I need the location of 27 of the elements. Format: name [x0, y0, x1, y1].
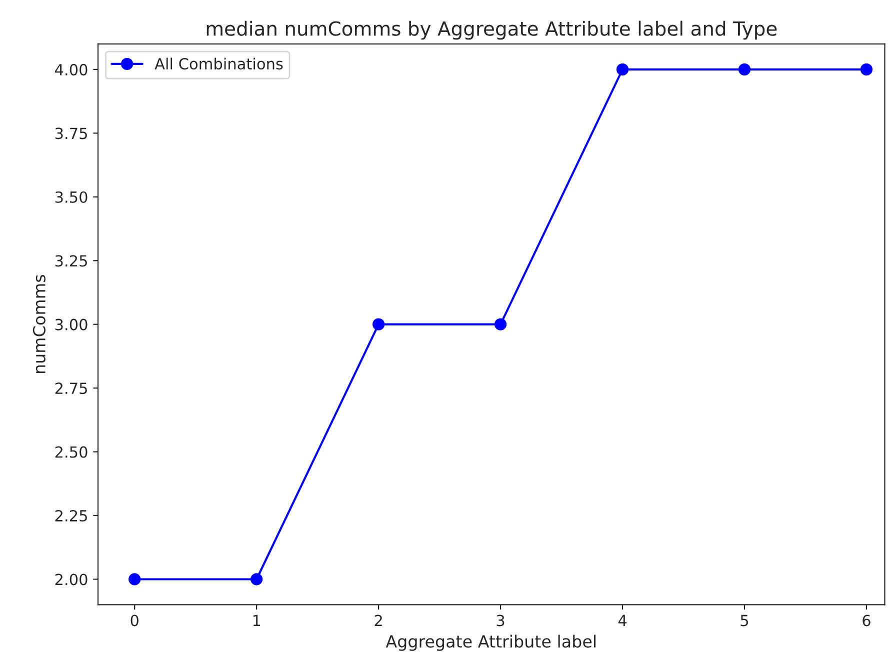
y-tick-label: 3.25 — [55, 255, 87, 267]
x-tick-label: 3 — [496, 614, 504, 626]
point — [860, 63, 873, 76]
point — [616, 63, 629, 76]
x-tick-label: 0 — [130, 614, 138, 626]
y-tick-label: 2.75 — [55, 382, 87, 394]
point — [372, 318, 385, 330]
y-tick-label: 3.50 — [55, 191, 88, 203]
chart-title: median numComms by Aggregate Attribute label and Type — [206, 20, 777, 40]
y-axis-title: numComms — [32, 274, 46, 373]
y-tick-label: 3.75 — [55, 128, 87, 140]
point — [494, 318, 507, 330]
point — [250, 573, 263, 586]
y-tick-label: 2.50 — [55, 446, 88, 458]
x-axis-title: Aggregate Attribute label — [386, 634, 596, 651]
x-tick-label: 6 — [862, 614, 870, 626]
x-tick-label: 1 — [253, 614, 260, 626]
y-tick-label: 2.00 — [55, 574, 88, 586]
legend-label: All Combinations — [154, 58, 283, 70]
y-tick-label: 3.00 — [55, 318, 88, 330]
y-tick-label: 2.25 — [55, 510, 87, 522]
x-tick-label: 4 — [618, 614, 627, 626]
x-tick-label: 2 — [374, 614, 382, 626]
point — [738, 63, 751, 76]
x-tick-label: 5 — [740, 614, 748, 626]
y-tick-label: 4.00 — [55, 64, 88, 76]
point — [128, 573, 141, 586]
